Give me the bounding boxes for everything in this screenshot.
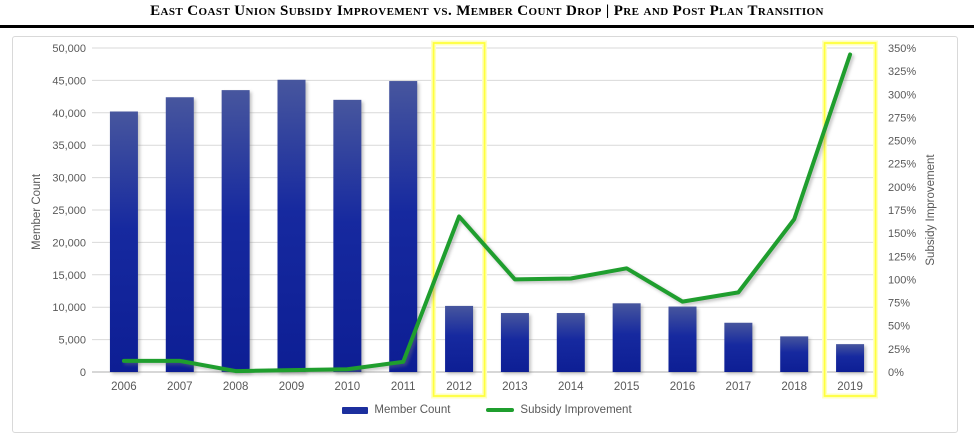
right-axis-tick-label: 75% (888, 298, 910, 310)
left-axis-tick-label: 15,000 (52, 270, 86, 282)
x-axis-tick-label: 2012 (446, 381, 472, 393)
member-count-bar (445, 305, 474, 372)
bar-swatch-icon (342, 406, 369, 414)
member-count-bar (668, 306, 697, 372)
left-axis-tick-label: 0 (80, 367, 86, 379)
x-axis-tick-label: 2018 (781, 381, 807, 393)
right-axis-tick-label: 150% (888, 228, 916, 240)
x-axis-tick-label: 2010 (335, 381, 361, 393)
left-axis-tick-label: 35,000 (52, 140, 86, 152)
right-axis-tick-label: 250% (888, 136, 916, 148)
member-count-bar (221, 90, 250, 373)
left-axis-title: Member Count (31, 173, 43, 251)
right-axis-tick-label: 25% (888, 344, 910, 356)
member-count-bar (556, 313, 585, 372)
right-axis-title: Subsidy Improvement (925, 154, 937, 266)
left-axis-tick-label: 10,000 (52, 302, 86, 314)
x-axis-tick-label: 2016 (670, 381, 696, 393)
x-axis-tick-label: 2007 (167, 381, 193, 393)
left-axis-tick-label: 30,000 (52, 173, 86, 185)
right-axis-tick-label: 350% (888, 43, 916, 55)
member-count-bar (500, 313, 529, 372)
x-axis-tick-label: 2019 (837, 381, 863, 393)
legend-label-subsidy-improvement: Subsidy Improvement (520, 404, 632, 416)
member-count-bar (277, 79, 306, 372)
line-swatch-icon (486, 408, 515, 412)
right-axis-tick-label: 125% (888, 251, 916, 263)
legend-label-member-count: Member Count (374, 404, 451, 416)
x-axis-tick-label: 2014 (558, 381, 584, 393)
left-axis-tick-label: 45,000 (52, 75, 86, 87)
page-title: East Coast Union Subsidy Improvement vs.… (150, 3, 824, 19)
member-count-bar (724, 322, 753, 372)
left-axis-tick-label: 50,000 (52, 43, 86, 55)
axis-tick-labels: 0 5,000 10,000 15,000 20,000 25,000 30,000 35,0… (52, 43, 916, 393)
member-count-bar (780, 336, 809, 372)
right-axis-tick-label: 325% (888, 66, 916, 78)
right-axis-tick-label: 200% (888, 182, 916, 194)
member-count-bar (333, 99, 362, 372)
member-count-bar (389, 81, 418, 372)
x-axis-tick-label: 2008 (223, 381, 249, 393)
right-axis-tick-label: 300% (888, 89, 916, 101)
legend-item-member-count: Member Count (342, 404, 450, 416)
right-axis-tick-label: 175% (888, 205, 916, 217)
highlight-box (823, 42, 877, 397)
highlight-box (432, 42, 486, 397)
x-axis-tick-label: 2009 (279, 381, 305, 393)
x-axis-tick-label: 2017 (726, 381, 752, 393)
left-axis-tick-label: 20,000 (52, 237, 86, 249)
legend: Member Count Subsidy Improvement (0, 404, 974, 416)
right-axis-tick-label: 275% (888, 112, 916, 124)
x-axis-tick-label: 2006 (111, 381, 137, 393)
right-axis-tick-label: 225% (888, 159, 916, 171)
legend-item-subsidy-improvement: Subsidy Improvement (486, 404, 632, 416)
highlight-boxes (431, 40, 879, 399)
x-axis-tick-label: 2015 (614, 381, 640, 393)
title-divider (0, 25, 974, 28)
right-axis-tick-label: 50% (888, 321, 910, 333)
subsidy-improvement-line (121, 52, 853, 374)
member-count-bar (109, 111, 138, 372)
right-axis-tick-label: 100% (888, 274, 916, 286)
left-axis-tick-label: 25,000 (52, 205, 86, 217)
highlight-box-glow (822, 40, 879, 399)
left-axis-tick-label: 40,000 (52, 108, 86, 120)
member-count-bar (165, 97, 194, 373)
subsidy-line (121, 52, 853, 374)
x-axis-tick-label: 2013 (502, 381, 528, 393)
member-count-bar (612, 303, 641, 372)
right-axis-tick-label: 0% (888, 367, 904, 379)
member-count-bar (836, 344, 865, 372)
left-axis-tick-label: 5,000 (58, 335, 86, 347)
x-axis-tick-label: 2011 (391, 381, 416, 393)
member-count-bars (109, 79, 865, 373)
